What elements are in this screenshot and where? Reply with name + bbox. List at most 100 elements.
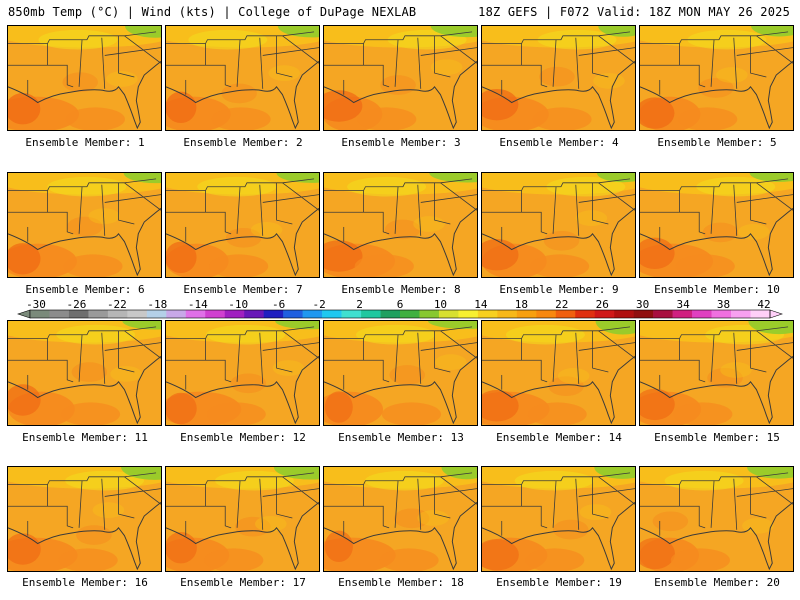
map-canvas	[640, 321, 793, 425]
colorbar-segment	[750, 310, 771, 318]
temperature-shading	[324, 90, 363, 122]
state-border	[78, 480, 83, 528]
coastline	[324, 355, 477, 425]
map-canvas	[482, 321, 635, 425]
temperature-shading	[696, 176, 776, 197]
state-border	[482, 64, 548, 88]
state-border	[640, 472, 789, 486]
coastline	[640, 207, 793, 277]
temperature-shading	[364, 470, 444, 491]
temperature-shading	[211, 107, 271, 130]
colorbar-tick-label: 30	[636, 300, 649, 311]
temperature-shading	[275, 321, 319, 330]
state-border	[78, 39, 83, 87]
ensemble-member-map	[165, 320, 320, 426]
ensemble-member-map	[639, 25, 794, 131]
temperature-shading	[525, 548, 585, 571]
temperature-shading	[60, 402, 121, 425]
state-border	[736, 47, 793, 56]
state-border	[324, 359, 390, 383]
state-border	[640, 326, 789, 340]
valid-time-label: 18Z GEFS | F072 Valid: 18Z MON MAY 26 20…	[478, 5, 790, 19]
temperature-shading	[417, 510, 449, 526]
temperature-shading	[88, 208, 121, 224]
temperature-shading	[357, 107, 417, 130]
ensemble-member-map	[165, 172, 320, 278]
temperature-shading	[272, 360, 305, 376]
state-border	[710, 334, 715, 382]
state-border	[598, 330, 635, 359]
colorbar-segment	[458, 310, 479, 318]
temperature-shading	[384, 219, 421, 240]
colorbar-segment	[594, 310, 615, 318]
state-border	[104, 47, 161, 56]
state-border	[440, 35, 477, 64]
colorbar-tick-label: -6	[272, 300, 285, 311]
colorbar-tick-label: -2	[312, 300, 325, 311]
state-border	[276, 35, 293, 78]
ensemble-member-map	[165, 466, 320, 572]
ensemble-member-map	[639, 466, 794, 572]
temperature-shading	[65, 107, 125, 130]
colorbar-segment	[536, 310, 557, 318]
state-border	[236, 334, 241, 382]
temperature-shading	[123, 173, 161, 184]
state-border	[756, 476, 793, 505]
temperature-shading	[598, 26, 635, 37]
coastline	[324, 501, 477, 571]
state-border	[640, 64, 706, 88]
colorbar-tick-label: -10	[228, 300, 248, 311]
temperature-shading	[482, 239, 519, 271]
map-canvas	[482, 173, 635, 277]
state-border	[578, 342, 635, 351]
map-canvas	[8, 173, 161, 277]
state-border	[434, 35, 451, 78]
state-border	[592, 476, 609, 519]
state-border	[736, 194, 793, 203]
temperature-shading	[427, 321, 477, 329]
state-border	[101, 332, 106, 384]
state-border	[259, 478, 264, 530]
ensemble-member-map	[7, 466, 162, 572]
colorbar-segment	[400, 310, 420, 318]
colorbar-tick-label: 14	[474, 300, 488, 311]
ensemble-member-map	[481, 320, 636, 426]
coastline	[482, 355, 635, 425]
temperature-shading	[250, 222, 283, 238]
state-border	[166, 505, 232, 529]
colorbar-segment	[322, 310, 342, 318]
temperature-shading	[254, 515, 287, 532]
temperature-shading	[354, 254, 414, 277]
state-border	[78, 186, 83, 234]
colorbar-segment	[341, 310, 362, 318]
state-border	[282, 330, 319, 359]
state-border	[166, 359, 232, 383]
ensemble-member-label: Ensemble Member: 6	[25, 283, 145, 296]
state-border	[710, 39, 715, 87]
temperature-shading	[702, 222, 739, 243]
state-border	[420, 194, 477, 203]
ensemble-member-label: Ensemble Member: 7	[183, 283, 303, 296]
state-border	[575, 37, 580, 89]
temperature-shading	[579, 504, 612, 520]
ensemble-member-label: Ensemble Member: 18	[338, 576, 464, 589]
state-border	[118, 476, 135, 519]
state-border	[394, 334, 399, 382]
temperature-shading	[532, 107, 592, 130]
temperature-shading	[539, 66, 575, 87]
colorbar-segment	[380, 310, 401, 318]
state-border	[417, 478, 422, 530]
temperature-shading	[673, 402, 733, 425]
state-border	[8, 359, 74, 383]
colorbar-high-arrow	[769, 309, 783, 319]
ensemble-member-label: Ensemble Member: 16	[22, 576, 148, 589]
state-border	[262, 47, 319, 56]
temperature-shading	[389, 365, 425, 385]
state-border	[750, 35, 767, 78]
ensemble-member-map	[7, 25, 162, 131]
temperature-shading	[92, 502, 125, 518]
colorbar-segment	[731, 310, 751, 318]
state-border	[282, 35, 319, 64]
state-border	[578, 488, 635, 497]
map-canvas	[482, 26, 635, 130]
